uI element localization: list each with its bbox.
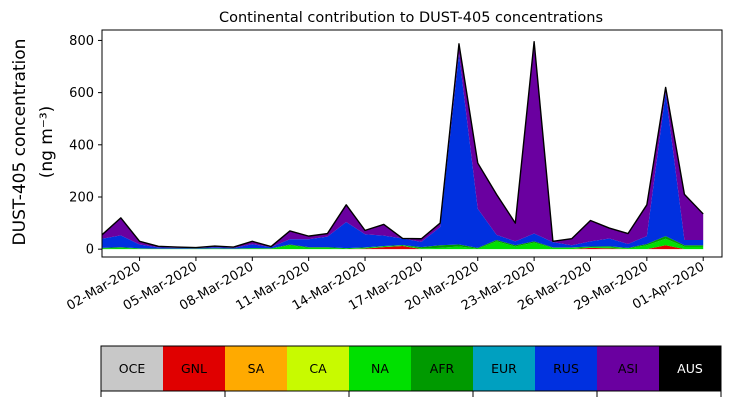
legend-item-na: NA [349,346,411,391]
legend-label: AFR [430,361,455,376]
total-outline [101,41,704,249]
area-layers [102,41,704,250]
legend-item-aus: AUS [659,346,721,391]
legend-item-afr: AFR [411,346,473,391]
legend-swatch [597,346,659,391]
area-aus [102,41,704,248]
y-tick-label: 400 [69,138,94,153]
total-line [101,41,704,249]
legend-item-eur: EUR [473,346,535,391]
legend-item-gnl: GNL [163,346,225,391]
legend-item-rus: RUS [535,346,597,391]
axes: 020040060080002-Mar-202005-Mar-202008-Ma… [64,29,723,314]
legend-label: CA [309,361,327,376]
legend: OCE GNL SA CA NA AFR EUR RUS ASI AUS [100,345,722,397]
area-na [102,238,704,250]
legend-label: AUS [677,361,703,376]
area-asi [102,41,704,249]
legend-swatch [659,346,721,391]
legend-swatch [163,346,225,391]
legend-label: GNL [181,361,207,376]
y-tick-label: 600 [69,86,94,101]
y-tick-label: 800 [69,34,94,49]
y-axis-label: DUST-405 concentration [10,39,30,246]
legend-label: SA [248,361,265,376]
legend-swatch [225,346,287,391]
chart-title: Continental contribution to DUST-405 con… [219,10,603,26]
legend-swatch [535,346,597,391]
legend-label: ASI [618,361,638,376]
area-gnl [102,245,704,250]
legend-item-ca: CA [287,346,349,391]
area-rus [102,54,704,249]
plot-frame [101,29,723,258]
y-axis-label-units: (ng m⁻³) [37,106,57,179]
legend-label: NA [371,361,389,376]
legend-swatch [411,346,473,391]
y-tick-label: 200 [69,190,94,205]
legend-label: EUR [491,361,517,376]
legend-item-oce: OCE [101,346,163,391]
legend-swatch [349,346,411,391]
legend-frame [100,345,722,392]
legend-swatch [101,346,163,391]
legend-item-sa: SA [225,346,287,391]
legend-label: OCE [119,361,146,376]
legend-swatch [287,346,349,391]
legend-label: RUS [553,361,579,376]
legend-swatch [473,346,535,391]
y-tick-label: 0 [86,243,94,258]
legend-item-asi: ASI [597,346,659,391]
